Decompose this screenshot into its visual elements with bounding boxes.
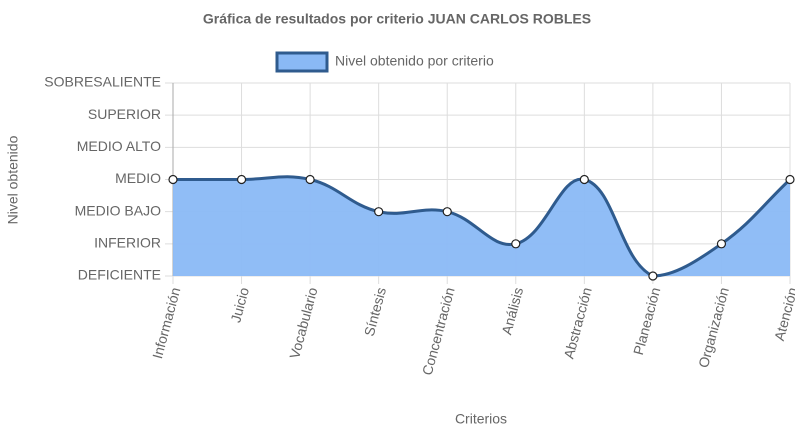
x-tick-label: Síntesis bbox=[361, 286, 389, 338]
point bbox=[785, 174, 795, 185]
point bbox=[168, 174, 178, 185]
x-tick-label: Análisis bbox=[498, 286, 526, 337]
chart-title: Gráfica de resultados por criterio JUAN … bbox=[203, 11, 591, 27]
y-tick-label: MEDIO BAJO bbox=[75, 202, 161, 218]
x-tick-label: Abstracción bbox=[560, 286, 594, 361]
x-tick-label: Concentración bbox=[419, 286, 458, 377]
y-tick-label: DEFICIENTE bbox=[78, 267, 161, 283]
y-tick-label: SUPERIOR bbox=[88, 106, 161, 122]
x-tick-label: Información bbox=[149, 286, 183, 361]
point bbox=[716, 239, 727, 249]
point bbox=[442, 207, 452, 217]
y-tick-label: MEDIO bbox=[115, 170, 161, 186]
y-tick-label: SOBRESALIENTE bbox=[44, 74, 161, 90]
point bbox=[511, 239, 521, 249]
x-tick-label: Juicio bbox=[227, 285, 252, 324]
line bbox=[173, 175, 792, 278]
y-axis-title: Nivel obtenido bbox=[5, 135, 21, 224]
point bbox=[236, 174, 247, 185]
x-tick-label: Organización bbox=[695, 286, 732, 370]
point bbox=[579, 174, 589, 185]
y-tick-label: INFERIOR bbox=[94, 235, 161, 251]
x-axis-title: Criterios bbox=[455, 411, 507, 427]
x-tick-label: Planeación bbox=[630, 286, 663, 357]
point bbox=[648, 271, 658, 281]
legend-label: Nivel obtenido por criterio bbox=[335, 53, 494, 69]
area bbox=[173, 176, 790, 276]
legend-swatch bbox=[275, 51, 329, 73]
point bbox=[374, 207, 384, 217]
x-tick-label: Vocabulario bbox=[286, 285, 320, 360]
y-tick-label: MEDIO ALTO bbox=[77, 138, 161, 154]
point bbox=[305, 174, 315, 185]
x-tick-label: Atención bbox=[771, 286, 795, 343]
